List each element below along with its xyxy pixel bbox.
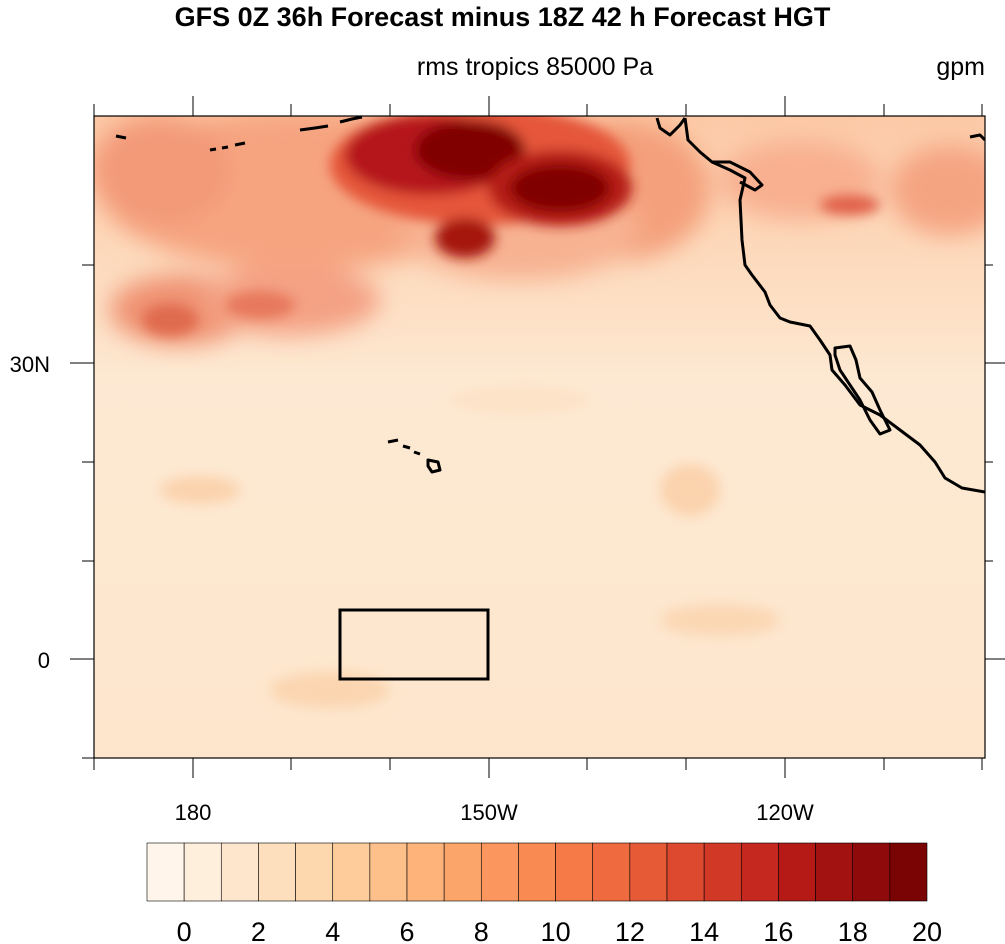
colorbar-box [518, 842, 556, 902]
lon-labels: 180 150W 120W [175, 800, 814, 825]
chart-subtitle: rms tropics 85000 Pa [416, 53, 654, 81]
colorbar-box [406, 842, 445, 902]
colorbar-box [815, 842, 854, 902]
lat-label-30n: 30N [10, 352, 50, 377]
colorbar-tick-label: 12 [615, 917, 645, 944]
lat-label-0: 0 [38, 648, 50, 673]
colorbar-box [258, 842, 296, 902]
colorbar-box [146, 842, 185, 902]
region-box [338, 608, 490, 681]
colorbar-box [295, 842, 334, 902]
colorbar-box [703, 842, 742, 902]
colorbar-tick-label: 0 [177, 917, 192, 944]
colorbar-box [443, 842, 482, 902]
colorbar-box [889, 842, 928, 902]
lon-label-150w: 150W [460, 800, 518, 825]
lon-label-120w: 120W [756, 800, 814, 825]
colorbar-tick-label: 4 [325, 917, 340, 944]
colorbar-box [369, 842, 408, 902]
axis-ticks [70, 96, 1005, 778]
colorbar-tick-label: 6 [399, 917, 414, 944]
lat-labels: 30N 0 [10, 352, 50, 673]
units-label: gpm [936, 53, 985, 81]
plot-frame [93, 115, 986, 759]
colorbar-tick-label: 18 [838, 917, 868, 944]
chart-title: GFS 0Z 36h Forecast minus 18Z 42 h Forec… [174, 2, 831, 32]
colorbar-box [778, 842, 816, 902]
colorbar-tick-label: 8 [474, 917, 489, 944]
colorbar-box [629, 842, 668, 902]
colorbar-box [332, 842, 371, 902]
colorbar-box [220, 842, 259, 902]
colorbar-tick-label: 14 [689, 917, 719, 944]
colorbar-tick-labels: 0 2 4 6 8 10 12 14 16 18 20 [177, 917, 942, 944]
colorbar-box [183, 842, 222, 902]
lon-label-180: 180 [175, 800, 212, 825]
colorbar-box [592, 842, 631, 902]
coastline [115, 116, 985, 494]
colorbar-tick-label: 16 [763, 917, 793, 944]
colorbar-tick-label: 20 [912, 917, 942, 944]
colorbar-box [666, 842, 705, 902]
colorbar-tick-label: 10 [541, 917, 571, 944]
colorbar-box [852, 842, 891, 902]
colorbar-box [555, 842, 594, 902]
colorbar-box [480, 842, 519, 902]
colorbar-tick-label: 2 [251, 917, 266, 944]
field-plot [94, 116, 985, 758]
colorbar [146, 842, 928, 902]
colorbar-box [740, 842, 779, 902]
